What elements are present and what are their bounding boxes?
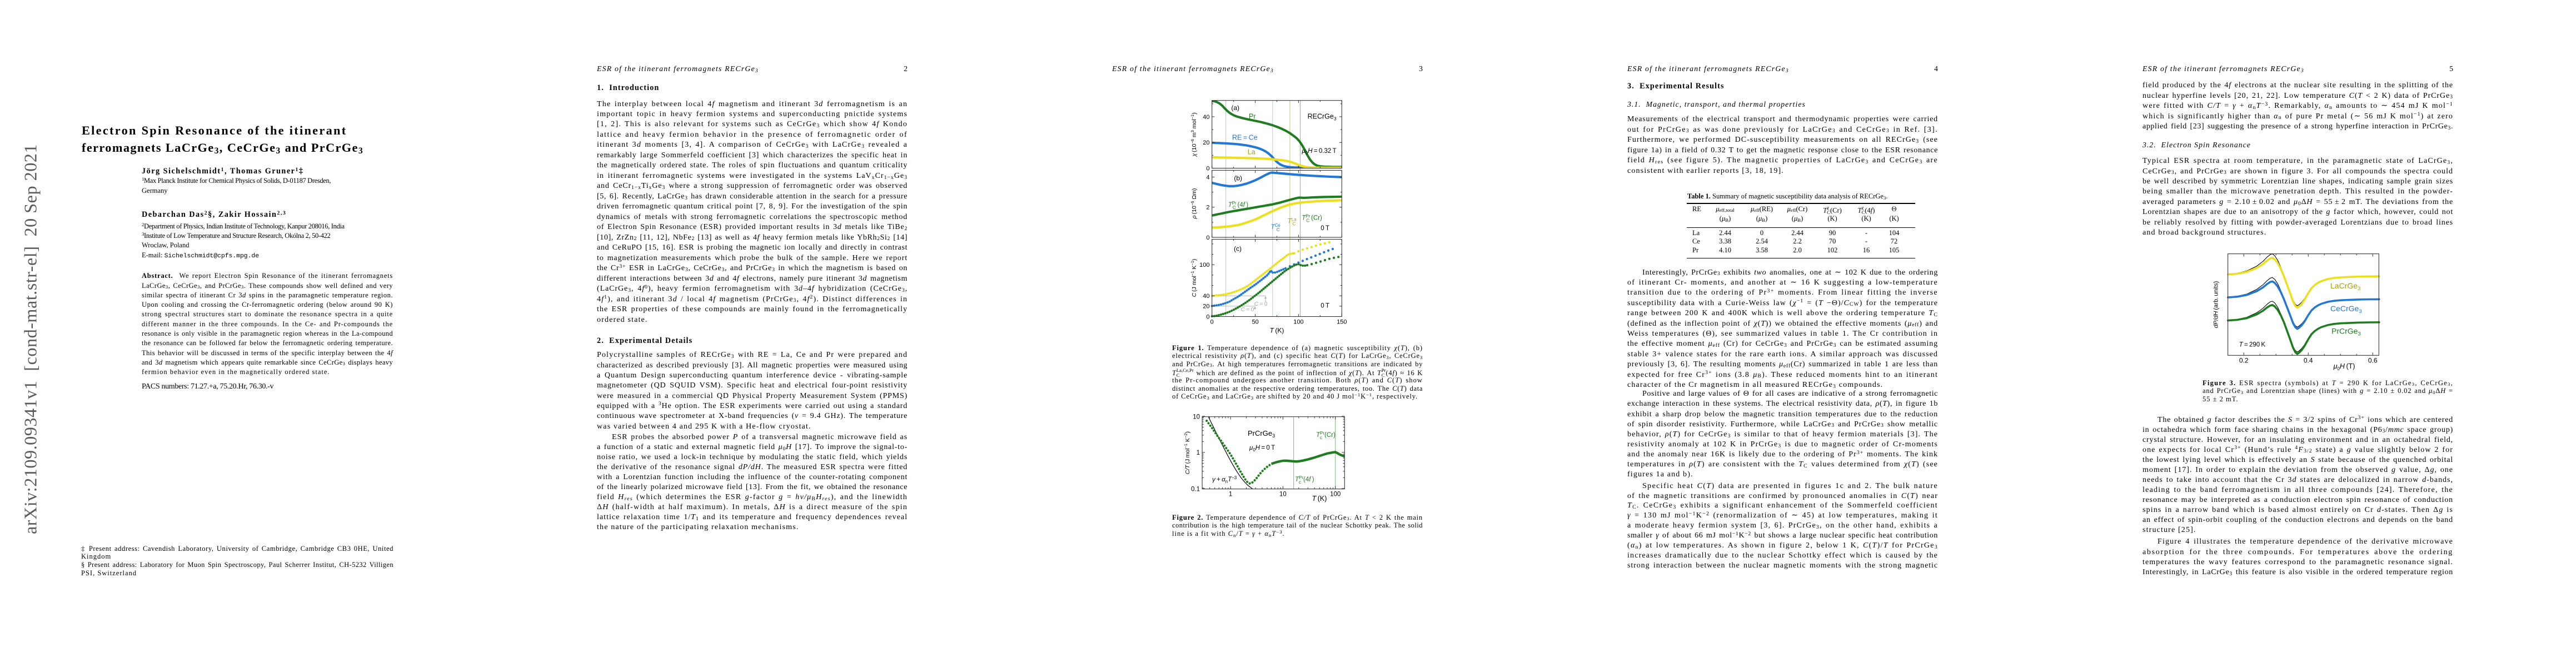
svg-text:0.6: 0.6 — [2368, 357, 2378, 365]
svg-text:10: 10 — [1279, 491, 1287, 497]
svg-text:20: 20 — [1203, 303, 1209, 310]
svg-text:PrCrGe3: PrCrGe3 — [2331, 327, 2361, 337]
svg-text:PrCrGe3: PrCrGe3 — [1248, 429, 1275, 439]
svg-text:20: 20 — [1203, 140, 1209, 146]
svg-text:0 T: 0 T — [1321, 225, 1329, 232]
svg-text:(b): (b) — [1234, 175, 1242, 182]
svg-text:0.4: 0.4 — [2304, 357, 2313, 365]
svg-text:0.2: 0.2 — [2239, 357, 2249, 365]
svg-text:T (K): T (K) — [1270, 327, 1284, 335]
svg-text:CeCrGe3: CeCrGe3 — [2330, 304, 2362, 315]
svg-text:χ (10−6 m3 mol−1): χ (10−6 m3 mol−1) — [1190, 112, 1198, 157]
svg-text:(c): (c) — [1234, 245, 1242, 253]
svg-text:0.1: 0.1 — [1191, 486, 1200, 493]
svg-text:C = 0: C = 0 — [1241, 306, 1254, 313]
svg-text:1: 1 — [1197, 450, 1200, 456]
svg-text:100: 100 — [1199, 262, 1209, 268]
svg-text:RE = Ce: RE = Ce — [1232, 134, 1258, 142]
svg-text:T (K): T (K) — [1312, 495, 1327, 502]
svg-text:γ + αnT−3: γ + αnT−3 — [1212, 475, 1237, 484]
svg-text:μ0H = 0.32 T: μ0H = 0.32 T — [1301, 148, 1336, 156]
svg-text:4: 4 — [1206, 174, 1209, 181]
svg-text:1: 1 — [1229, 491, 1232, 497]
svg-text:50: 50 — [1252, 319, 1258, 326]
svg-text:0: 0 — [1206, 165, 1209, 172]
svg-text:100: 100 — [1293, 319, 1303, 326]
svg-text:μ0H = 0 T: μ0H = 0 T — [1249, 445, 1275, 452]
svg-text:0: 0 — [1206, 235, 1209, 241]
svg-text:Pr: Pr — [1249, 113, 1256, 121]
svg-text:40: 40 — [1203, 293, 1209, 300]
svg-text:ρ (10−6 Ωm): ρ (10−6 Ωm) — [1190, 188, 1198, 220]
svg-text:0: 0 — [1210, 319, 1214, 326]
svg-text:La: La — [1248, 148, 1255, 156]
svg-text:LaCrGe3: LaCrGe3 — [2330, 281, 2360, 292]
svg-text:C/T (J mol−1 K−2): C/T (J mol−1 K−2) — [1184, 431, 1191, 474]
svg-text:T = 290 K: T = 290 K — [2239, 341, 2266, 348]
svg-text:0 T: 0 T — [1321, 303, 1329, 310]
svg-text:C = 0: C = 0 — [1254, 301, 1268, 307]
svg-text:10: 10 — [1193, 414, 1200, 421]
svg-text:RECrGe3: RECrGe3 — [1308, 113, 1337, 122]
svg-text:2: 2 — [1206, 205, 1209, 211]
svg-text:150: 150 — [1337, 319, 1347, 326]
svg-text:μ0H (T): μ0H (T) — [2333, 362, 2355, 371]
svg-text:dP/dH (arb. units): dP/dH (arb. units) — [2213, 281, 2220, 328]
svg-text:0: 0 — [1206, 313, 1209, 320]
svg-text:40: 40 — [1203, 114, 1209, 121]
svg-text:(a): (a) — [1231, 104, 1239, 112]
svg-text:C (J mol−1 K−1): C (J mol−1 K−1) — [1190, 259, 1198, 297]
svg-text:100: 100 — [1330, 491, 1341, 497]
